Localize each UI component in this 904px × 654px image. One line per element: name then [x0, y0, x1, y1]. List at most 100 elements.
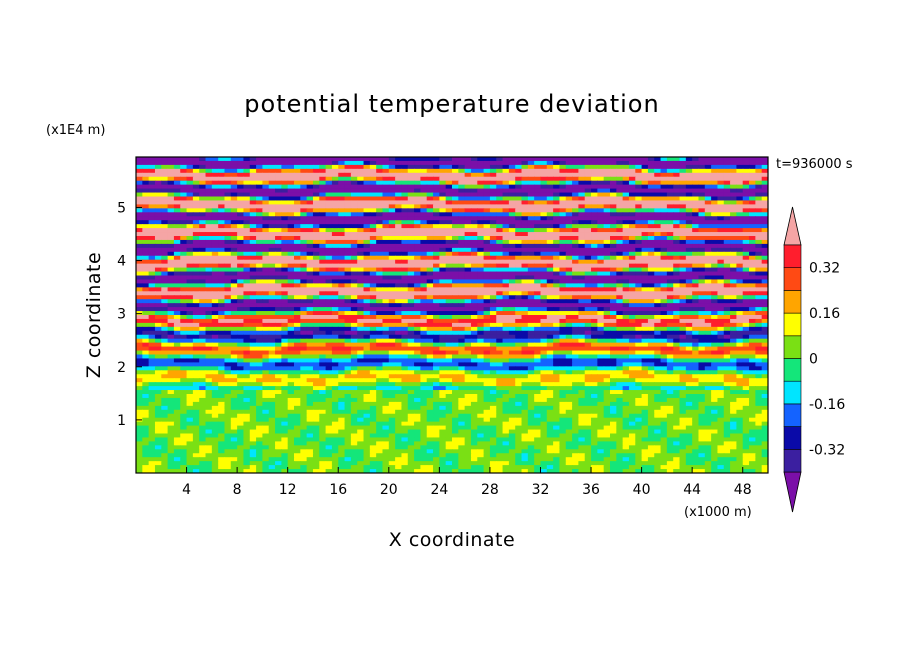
field-cell	[755, 157, 763, 162]
field-cell	[249, 236, 257, 241]
field-cell	[388, 303, 396, 308]
field-cell	[584, 243, 592, 249]
field-cell	[167, 232, 175, 237]
field-cell	[591, 184, 598, 190]
field-cell	[610, 326, 617, 332]
field-cell	[268, 228, 276, 233]
field-cell	[679, 176, 687, 182]
field-cell	[692, 160, 700, 166]
field-cell	[161, 228, 169, 233]
field-cell	[275, 303, 282, 308]
field-cell	[300, 220, 308, 225]
field-cell	[540, 220, 548, 225]
field-cell	[262, 157, 270, 162]
field-cell	[319, 224, 327, 229]
field-cell	[723, 157, 731, 162]
field-cell	[357, 299, 365, 304]
field-cell	[167, 338, 175, 344]
field-cell	[685, 311, 693, 316]
field-cell	[685, 228, 693, 233]
field-cell	[711, 224, 719, 229]
field-cell	[584, 346, 592, 352]
field-cell	[306, 350, 314, 356]
field-cell	[534, 164, 542, 170]
field-cell	[439, 176, 447, 182]
field-cell	[666, 295, 674, 300]
field-cell	[610, 220, 617, 225]
field-cell	[363, 283, 371, 288]
field-cell	[698, 342, 706, 348]
field-cell	[470, 338, 478, 344]
field-cell	[641, 247, 649, 253]
field-cell	[173, 239, 181, 245]
field-cell	[300, 212, 308, 217]
field-cell	[338, 275, 346, 281]
field-cell	[306, 212, 314, 217]
field-cell	[414, 255, 421, 261]
field-cell	[382, 184, 390, 190]
field-cell	[262, 188, 270, 194]
field-cell	[464, 330, 472, 336]
field-cell	[401, 271, 409, 277]
field-cell	[142, 322, 150, 328]
field-cell	[559, 168, 567, 174]
field-cell	[312, 334, 320, 340]
field-cell	[136, 192, 143, 198]
field-cell	[591, 160, 598, 166]
field-cell	[350, 283, 358, 288]
field-cell	[730, 164, 737, 170]
field-cell	[344, 188, 352, 194]
field-cell	[388, 168, 396, 174]
field-cell	[211, 239, 219, 245]
field-cell	[584, 164, 592, 170]
field-cell	[685, 338, 693, 344]
field-cell	[553, 184, 561, 190]
field-cell	[237, 160, 245, 166]
field-cell	[540, 267, 548, 273]
field-cell	[186, 303, 194, 308]
field-cell	[458, 330, 466, 336]
field-cell	[654, 291, 662, 296]
field-cell	[578, 212, 586, 217]
field-cell	[496, 346, 504, 352]
field-cell	[433, 228, 440, 233]
field-cell	[515, 176, 523, 182]
field-cell	[237, 200, 245, 205]
field-cell	[521, 168, 529, 174]
field-cell	[711, 212, 719, 217]
field-cell	[489, 200, 497, 205]
field-cell	[761, 326, 768, 332]
field-cell	[300, 275, 308, 281]
field-cell	[338, 350, 346, 356]
field-cell	[464, 243, 472, 249]
field-cell	[527, 164, 535, 170]
field-cell	[647, 350, 655, 356]
field-cell	[521, 263, 529, 269]
field-cell	[458, 299, 466, 304]
field-cell	[749, 299, 756, 304]
field-cell	[692, 232, 700, 237]
field-cell	[445, 267, 453, 273]
field-cell	[761, 303, 768, 308]
field-cell	[407, 295, 415, 300]
field-cell	[679, 224, 687, 229]
field-cell	[521, 216, 529, 221]
field-cell	[439, 228, 447, 233]
field-cell	[610, 184, 617, 190]
field-cell	[395, 322, 403, 328]
field-cell	[376, 350, 384, 356]
field-cell	[647, 188, 655, 194]
field-cell	[591, 322, 598, 328]
field-cell	[673, 196, 681, 202]
field-cell	[489, 291, 497, 296]
field-cell	[306, 303, 314, 308]
field-cell	[755, 200, 763, 205]
field-cell	[439, 271, 447, 277]
field-cell	[692, 192, 700, 198]
field-cell	[597, 259, 605, 265]
field-cell	[395, 204, 403, 209]
field-cell	[376, 334, 384, 340]
field-cell	[268, 287, 276, 292]
field-cell	[717, 295, 725, 300]
field-cell	[673, 303, 681, 308]
